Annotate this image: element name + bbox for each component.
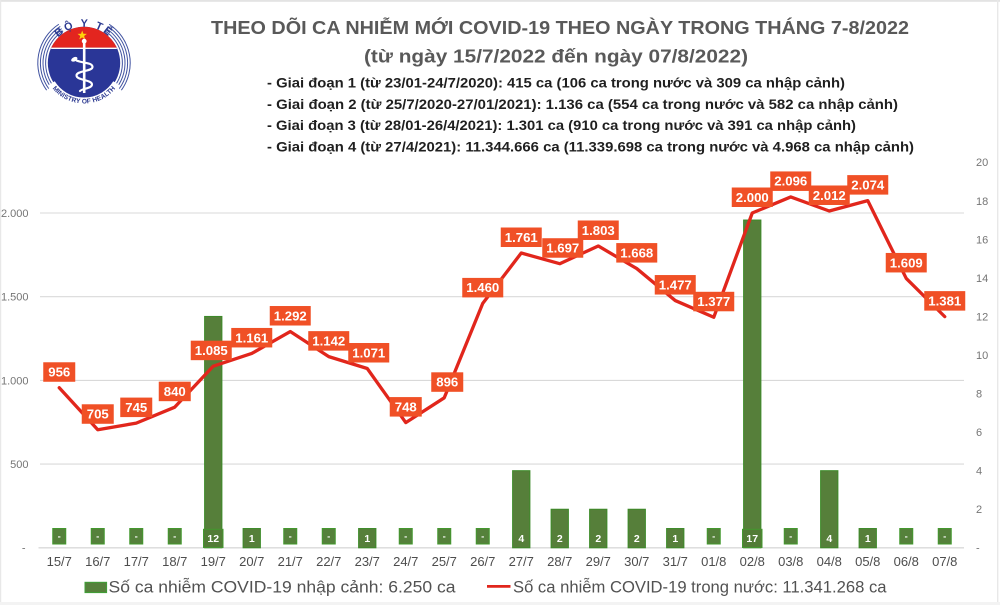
- svg-text:2: 2: [634, 533, 640, 545]
- svg-text:1.697: 1.697: [546, 241, 579, 256]
- svg-text:1.085: 1.085: [195, 343, 228, 358]
- svg-text:(từ ngày 15/7/2022 đến ngày 07: (từ ngày 15/7/2022 đến ngày 07/8/2022): [364, 46, 748, 66]
- svg-text:27/7: 27/7: [509, 554, 534, 569]
- svg-text:05/8: 05/8: [855, 554, 880, 569]
- svg-text:25/7: 25/7: [432, 554, 457, 569]
- svg-text:2.012: 2.012: [813, 188, 846, 203]
- svg-text:30/7: 30/7: [624, 554, 649, 569]
- svg-text:2.074: 2.074: [851, 177, 885, 192]
- svg-text:-: -: [22, 543, 26, 555]
- svg-text:1.000: 1.000: [1, 375, 29, 387]
- svg-text:745: 745: [125, 400, 147, 415]
- svg-text:-: -: [404, 531, 407, 542]
- svg-text:1: 1: [672, 533, 678, 545]
- svg-text:- Giai đoạn 2 (từ 25/7/2020-27: - Giai đoạn 2 (từ 25/7/2020-27/01/2021):…: [267, 96, 898, 112]
- svg-text:1.460: 1.460: [466, 280, 499, 295]
- svg-text:Số ca nhiễm COVID-19 nhập cảnh: Số ca nhiễm COVID-19 nhập cảnh: 6.250 ca: [109, 577, 457, 596]
- svg-text:31/7: 31/7: [663, 554, 688, 569]
- svg-text:896: 896: [436, 375, 458, 390]
- svg-text:1.803: 1.803: [582, 223, 615, 238]
- svg-text:THEO DÕI CA NHIỄM MỚI COVID-19: THEO DÕI CA NHIỄM MỚI COVID-19 THEO NGÀY…: [211, 17, 909, 38]
- svg-text:04/8: 04/8: [817, 554, 842, 569]
- svg-text:- Giai đoạn 1 (từ 23/01-24/7/2: - Giai đoạn 1 (từ 23/01-24/7/2020): 415 …: [267, 75, 845, 91]
- svg-text:17: 17: [746, 533, 758, 545]
- svg-text:14: 14: [976, 273, 988, 285]
- svg-text:1.292: 1.292: [274, 308, 307, 323]
- svg-text:-: -: [135, 531, 138, 542]
- svg-text:16: 16: [976, 234, 988, 246]
- svg-text:10: 10: [976, 350, 988, 362]
- svg-text:22/7: 22/7: [316, 554, 341, 569]
- svg-text:2: 2: [595, 533, 601, 545]
- svg-text:23/7: 23/7: [355, 554, 380, 569]
- svg-text:2: 2: [557, 533, 563, 545]
- svg-text:-: -: [943, 531, 946, 542]
- svg-text:1.142: 1.142: [312, 333, 345, 348]
- svg-text:- Giai đoạn 4 (từ 27/4/2021):: - Giai đoạn 4 (từ 27/4/2021): 11.344.666…: [267, 138, 914, 154]
- svg-text:20: 20: [976, 157, 988, 169]
- svg-text:748: 748: [395, 399, 417, 414]
- svg-text:-: -: [173, 531, 176, 542]
- svg-text:4: 4: [826, 533, 832, 545]
- svg-text:1: 1: [364, 533, 370, 545]
- svg-text:4: 4: [518, 533, 524, 545]
- svg-text:-: -: [443, 531, 446, 542]
- svg-text:8: 8: [976, 389, 982, 401]
- svg-text:12: 12: [976, 311, 988, 323]
- svg-text:21/7: 21/7: [278, 554, 303, 569]
- svg-text:07/8: 07/8: [932, 554, 957, 569]
- svg-text:06/8: 06/8: [894, 554, 919, 569]
- svg-text:-: -: [289, 531, 292, 542]
- svg-text:1.609: 1.609: [890, 255, 923, 270]
- svg-text:19/7: 19/7: [201, 554, 226, 569]
- svg-text:-: -: [327, 531, 330, 542]
- svg-text:4: 4: [976, 466, 982, 478]
- svg-text:Số ca nhiễm COVID-19 trong nướ: Số ca nhiễm COVID-19 trong nước: 11.341.…: [513, 577, 887, 596]
- svg-text:-: -: [976, 543, 980, 555]
- svg-text:-: -: [58, 531, 61, 542]
- svg-text:26/7: 26/7: [470, 554, 495, 569]
- svg-text:-: -: [96, 531, 99, 542]
- svg-text:24/7: 24/7: [393, 554, 418, 569]
- svg-text:2.000: 2.000: [1, 208, 29, 220]
- svg-text:29/7: 29/7: [586, 554, 611, 569]
- svg-text:1.761: 1.761: [505, 230, 538, 245]
- svg-text:-: -: [712, 531, 715, 542]
- svg-text:-: -: [481, 531, 484, 542]
- svg-text:2.096: 2.096: [774, 174, 807, 189]
- svg-text:1.381: 1.381: [928, 293, 961, 308]
- svg-text:500: 500: [10, 459, 28, 471]
- svg-text:03/8: 03/8: [778, 554, 803, 569]
- svg-text:16/7: 16/7: [85, 554, 110, 569]
- svg-text:-: -: [789, 531, 792, 542]
- svg-text:1: 1: [865, 533, 871, 545]
- svg-text:1.071: 1.071: [352, 345, 385, 360]
- svg-text:18: 18: [976, 196, 988, 208]
- svg-text:18/7: 18/7: [162, 554, 187, 569]
- svg-text:1.668: 1.668: [620, 245, 653, 260]
- svg-text:15/7: 15/7: [47, 554, 72, 569]
- svg-text:705: 705: [87, 407, 109, 422]
- svg-text:02/8: 02/8: [740, 554, 765, 569]
- svg-text:20/7: 20/7: [239, 554, 264, 569]
- svg-text:- Giai đoạn 3 (từ 28/01-26/4/2: - Giai đoạn 3 (từ 28/01-26/4/2021): 1.30…: [267, 117, 856, 133]
- svg-text:1.500: 1.500: [1, 292, 29, 304]
- svg-text:01/8: 01/8: [701, 554, 726, 569]
- svg-text:1.161: 1.161: [235, 330, 268, 345]
- svg-text:28/7: 28/7: [547, 554, 572, 569]
- svg-text:6: 6: [976, 427, 982, 439]
- svg-text:-: -: [905, 531, 908, 542]
- svg-text:1.377: 1.377: [697, 294, 730, 309]
- svg-text:840: 840: [164, 384, 186, 399]
- svg-text:17/7: 17/7: [124, 554, 149, 569]
- svg-text:1: 1: [249, 533, 255, 545]
- svg-text:1.477: 1.477: [659, 277, 692, 292]
- svg-text:12: 12: [207, 533, 219, 545]
- svg-text:2: 2: [976, 504, 982, 516]
- svg-text:2.000: 2.000: [736, 190, 769, 205]
- svg-text:956: 956: [48, 365, 70, 380]
